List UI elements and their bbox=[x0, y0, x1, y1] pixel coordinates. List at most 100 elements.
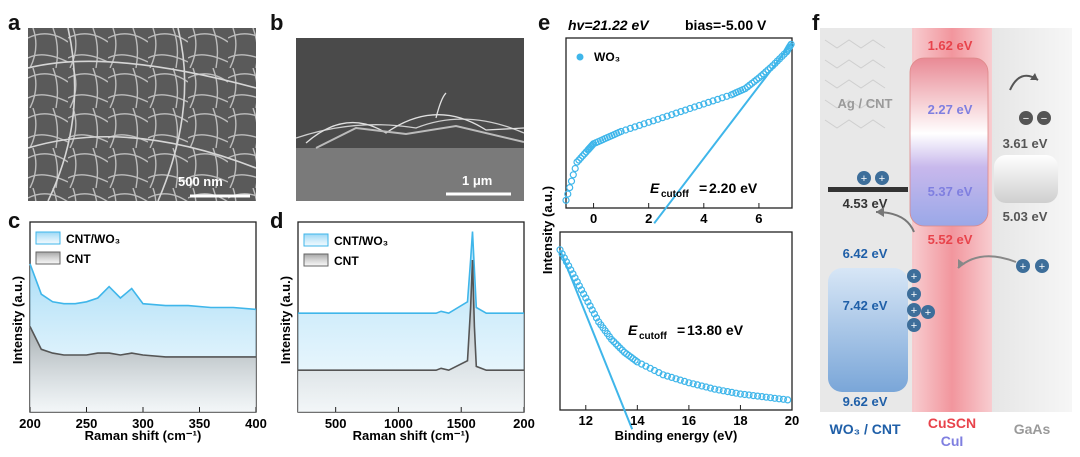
e-bot-point-2-5 bbox=[592, 314, 601, 322]
scale-bar-label-b: 1 μm bbox=[462, 173, 493, 188]
e-top-point-6-4 bbox=[663, 112, 671, 120]
charts-svg: CNT/WO₃ CNT Intensity (a.u.) Raman shift… bbox=[10, 17, 799, 443]
ag-fermi-level bbox=[828, 187, 908, 192]
e-bot-point-11-2 bbox=[771, 394, 779, 402]
e-bot-point-9-5 bbox=[732, 389, 740, 397]
e-bot-point-4-4 bbox=[616, 344, 624, 352]
e-bot-point-11-1 bbox=[766, 394, 775, 402]
e-top-point-0-0 bbox=[562, 196, 570, 204]
e-bot-point-2-1 bbox=[584, 298, 592, 306]
c-tick-label-4: 400 bbox=[245, 416, 267, 431]
e-top-point-7-3 bbox=[686, 104, 694, 113]
e-bot-point-7-4 bbox=[676, 376, 684, 384]
e-top-point-6-2 bbox=[654, 115, 662, 123]
d-line-0 bbox=[298, 231, 524, 315]
svg-text:+: + bbox=[911, 305, 917, 317]
axes-e-top bbox=[565, 37, 793, 209]
e-top-point-12-3 bbox=[775, 55, 784, 63]
legend-label-c-wo3: CNT/WO₃ bbox=[66, 232, 120, 246]
e-bot-point-10-0 bbox=[736, 390, 745, 398]
sem-image-a: 500 nm bbox=[28, 28, 256, 201]
svg-text:+: + bbox=[861, 173, 867, 185]
cutoff-eq-bottom: = bbox=[677, 322, 685, 338]
e-bot-point-4-3 bbox=[614, 342, 622, 350]
e-bot-tick-label-1: 14 bbox=[630, 413, 645, 428]
legend-swatch-c-wo3 bbox=[35, 231, 61, 245]
e-bot-tick-label-0: 12 bbox=[579, 413, 593, 428]
e-top-tick-label-1: 2 bbox=[645, 211, 652, 226]
xlabel-e: Binding energy (eV) bbox=[615, 428, 738, 443]
gaas-band bbox=[994, 155, 1058, 203]
e-bot-point-0-0 bbox=[556, 246, 564, 254]
panel-letter-a: a bbox=[8, 10, 21, 35]
panel-letter-d: d bbox=[270, 208, 284, 233]
cutoff-sub-bottom: cutoff bbox=[639, 331, 667, 342]
arrow-head-hole bbox=[958, 259, 965, 268]
e-bot-point-7-2 bbox=[668, 373, 676, 381]
e-bot-point-1-5 bbox=[579, 290, 588, 298]
legend-swatch-c-cnt bbox=[35, 251, 61, 265]
e-bot-point-2-2 bbox=[586, 302, 594, 310]
energy-cui-bottom: 5.37 eV bbox=[928, 184, 973, 199]
e-top-point-8-1 bbox=[704, 98, 713, 107]
d-tick-label-2: 1500 bbox=[447, 416, 476, 431]
cutoff-E-top: E bbox=[650, 180, 660, 196]
svg-text:+: + bbox=[911, 289, 917, 301]
energy-gaas-top: 3.61 eV bbox=[1003, 136, 1048, 151]
e-top-point-5-1 bbox=[622, 126, 630, 134]
e-bot-point-9-1 bbox=[715, 386, 723, 394]
e-bot-point-10-2 bbox=[745, 391, 753, 399]
e-bot-point-11-3 bbox=[775, 395, 783, 403]
e-top-point-13-5 bbox=[787, 40, 795, 48]
e-top-point-5-0 bbox=[617, 127, 625, 136]
cutoff-value-bottom: 13.80 eV bbox=[687, 322, 744, 338]
svg-text:+: + bbox=[1039, 261, 1045, 273]
energy-ag-level: 4.53 eV bbox=[843, 196, 888, 211]
e-bot-point-1-2 bbox=[573, 278, 581, 286]
e-top-point-6-1 bbox=[649, 117, 657, 125]
e-top-tick-label-0: 0 bbox=[590, 211, 597, 226]
energy-wo3-bottom: 9.62 eV bbox=[843, 394, 888, 409]
c-tick-label-0: 200 bbox=[19, 416, 41, 431]
holes-gaas: + + bbox=[1016, 259, 1049, 273]
cuscn-cui-band bbox=[909, 57, 989, 227]
e-bot-point-10-3 bbox=[749, 392, 757, 400]
label-gaas: GaAs bbox=[1014, 421, 1051, 437]
e-top-point-7-1 bbox=[677, 107, 685, 116]
label-cui: CuI bbox=[941, 433, 964, 449]
energy-cuscn-bottom: 5.52 eV bbox=[928, 232, 973, 247]
e-top-point-5-3 bbox=[631, 123, 639, 131]
e-bot-point-9-0 bbox=[711, 385, 719, 393]
legend-d: CNT/WO₃ CNT bbox=[303, 233, 388, 268]
e-top-point-1-0 bbox=[573, 158, 581, 166]
header-hv: hv=21.22 eV bbox=[568, 17, 650, 33]
c-area-1 bbox=[30, 326, 256, 412]
svg-text:−: − bbox=[1041, 113, 1047, 125]
e-top-point-8-3 bbox=[713, 95, 722, 104]
e-top-point-6-3 bbox=[658, 114, 667, 122]
c-tick-label-2: 300 bbox=[132, 416, 154, 431]
e-top-point-1-2 bbox=[577, 154, 585, 162]
energy-gaas-bottom: 5.03 eV bbox=[1003, 209, 1048, 224]
svg-text:+: + bbox=[879, 173, 885, 185]
ylabel-e: Intensity (a.u.) bbox=[540, 186, 555, 274]
c-line-1 bbox=[29, 326, 256, 358]
panel-letter-f: f bbox=[812, 10, 820, 35]
e-bot-point-10-4 bbox=[753, 392, 762, 400]
electrons-gaas: − − bbox=[1019, 111, 1051, 125]
panel-letter-c: c bbox=[8, 208, 21, 233]
e-top-point-0-3 bbox=[567, 177, 576, 185]
gaas-column bbox=[992, 28, 1072, 412]
arrow-head-ag bbox=[876, 207, 884, 217]
e-bot-point-2-4 bbox=[590, 310, 599, 318]
cutoff-E-bottom: E bbox=[628, 322, 638, 338]
svg-text:+: + bbox=[1020, 261, 1026, 273]
e-bot-point-8-4 bbox=[702, 383, 710, 391]
e-top-point-6-5 bbox=[668, 111, 676, 119]
ylabel-c: Intensity (a.u.) bbox=[10, 276, 25, 364]
e-top-point-5-2 bbox=[626, 124, 634, 132]
e-bot-point-11-0 bbox=[762, 393, 770, 401]
e-bot-point-2-0 bbox=[582, 294, 590, 302]
e-top-tick-label-2: 4 bbox=[700, 211, 708, 226]
label-wo3-cnt: WO₃ / CNT bbox=[829, 421, 900, 437]
